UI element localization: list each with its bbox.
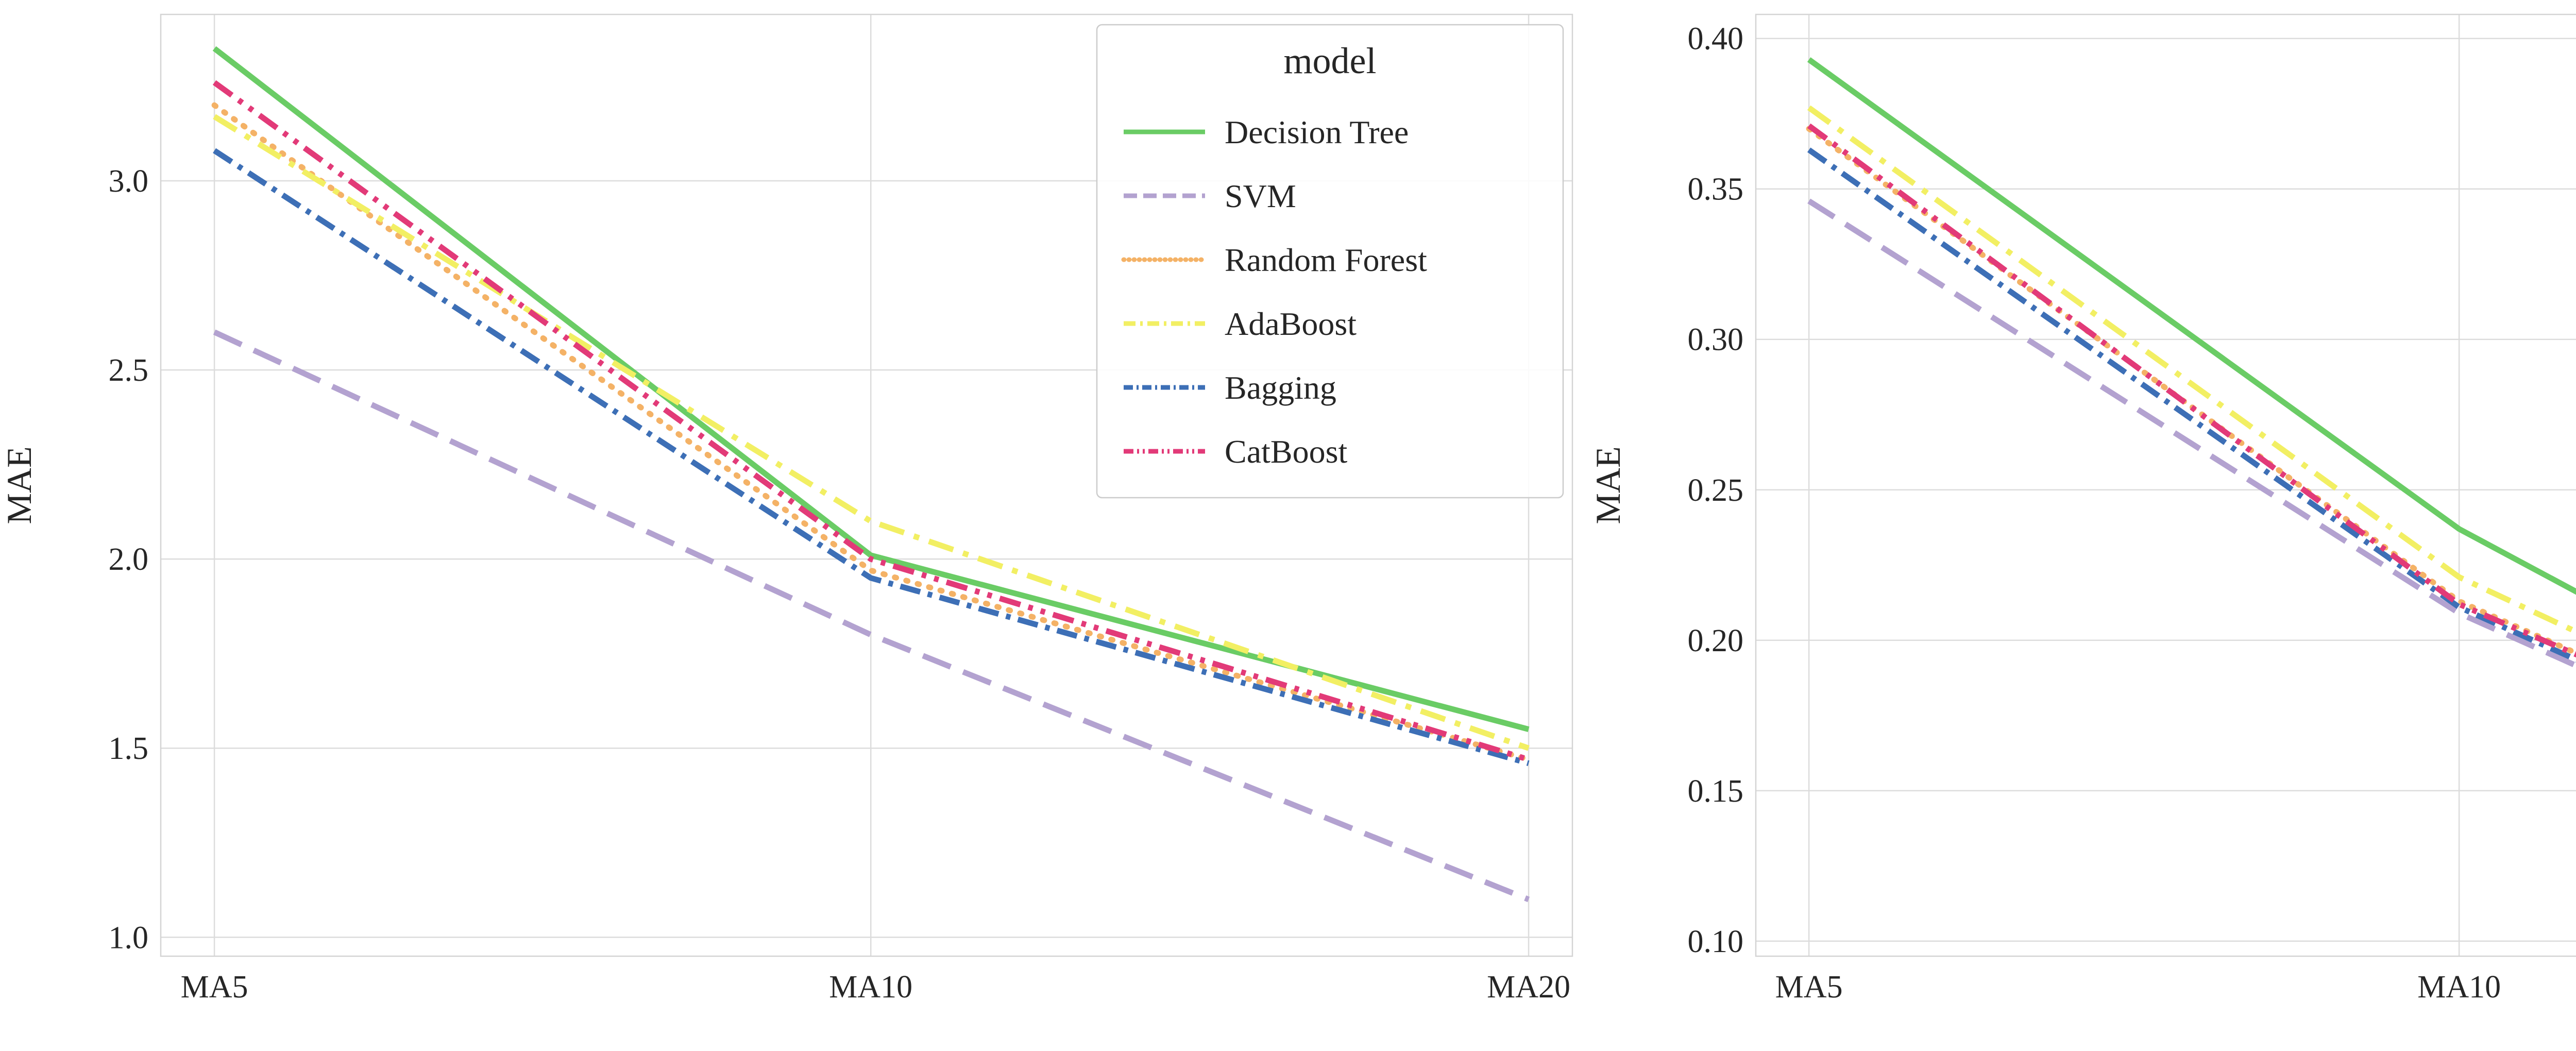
series-line-bagging — [213, 148, 1530, 766]
plot-border — [1755, 13, 2576, 957]
y-tick-label: 0.35 — [1688, 172, 1744, 207]
series-line-svm — [1807, 198, 2576, 669]
y-tick-label: 0.20 — [1688, 623, 1744, 658]
chart-right-mae: 0.100.150.200.250.300.350.40MA5MA10MA20M… — [1582, 0, 2576, 1051]
y-tick-label: 0.25 — [1688, 473, 1744, 508]
x-tick-label: MA10 — [2417, 970, 2501, 1005]
y-axis-label: MAE — [0, 446, 39, 524]
y-tick-label: 0.10 — [1688, 924, 1744, 959]
legend-title: model — [1284, 40, 1377, 81]
series-line-bagging — [1807, 147, 2576, 663]
y-tick-label: 0.40 — [1688, 22, 1744, 57]
y-tick-label: 2.0 — [109, 542, 149, 577]
x-tick-label: MA5 — [1775, 970, 1843, 1005]
series-line-random-forest — [211, 102, 1532, 762]
series-line-catboost — [1807, 123, 2576, 658]
plot-area: 1.0 1.5 2.0 2.5 3.0 MA5 MA10 MA20 MAE model Decisi… — [0, 13, 1573, 1005]
series-line-random-forest — [1806, 126, 2576, 656]
series-line-adaboost — [213, 114, 1530, 751]
chart-left-svg: 1.0 1.5 2.0 2.5 3.0 MA5 MA10 MA20 MAE model Decisi… — [0, 13, 1573, 1005]
x-tick-label: MA10 — [829, 970, 912, 1005]
legend-label-decision-tree: Decision Tree — [1225, 114, 1409, 150]
legend — [1096, 24, 1564, 499]
series-line-decision-tree — [1807, 57, 2576, 595]
y-tick-label: 3.0 — [109, 164, 149, 199]
plot-area: 0.100.150.200.250.300.350.40MA5MA10MA20M… — [1588, 13, 2576, 1005]
y-axis-label: MAE — [1588, 446, 1628, 524]
legend-label-catboost: CatBoost — [1225, 433, 1347, 470]
x-tick-label: MA20 — [1487, 970, 1570, 1005]
x-tick-label: MA5 — [181, 970, 248, 1005]
legend-label-bagging: Bagging — [1225, 369, 1336, 406]
series-line-adaboost — [1807, 105, 2576, 635]
y-tick-label: 0.15 — [1688, 774, 1744, 809]
legend-label-adaboost: AdaBoost — [1225, 306, 1357, 342]
y-tick-label: 1.0 — [109, 920, 149, 955]
series-line-svm — [213, 329, 1530, 902]
y-tick-label: 0.30 — [1688, 323, 1744, 358]
legend-label-random-forest: Random Forest — [1225, 242, 1427, 278]
series-line-catboost — [212, 80, 1530, 762]
chart-right-svg: 0.100.150.200.250.300.350.40MA5MA10MA20M… — [1588, 13, 2576, 1005]
y-tick-label: 2.5 — [109, 353, 149, 388]
plot-border — [160, 13, 1573, 957]
chart-left-mae: 1.0 1.5 2.0 2.5 3.0 MA5 MA10 MA20 MAE model Decisi… — [0, 13, 1573, 1005]
legend-label-svm: SVM — [1225, 178, 1296, 214]
y-tick-label: 1.5 — [109, 731, 149, 766]
